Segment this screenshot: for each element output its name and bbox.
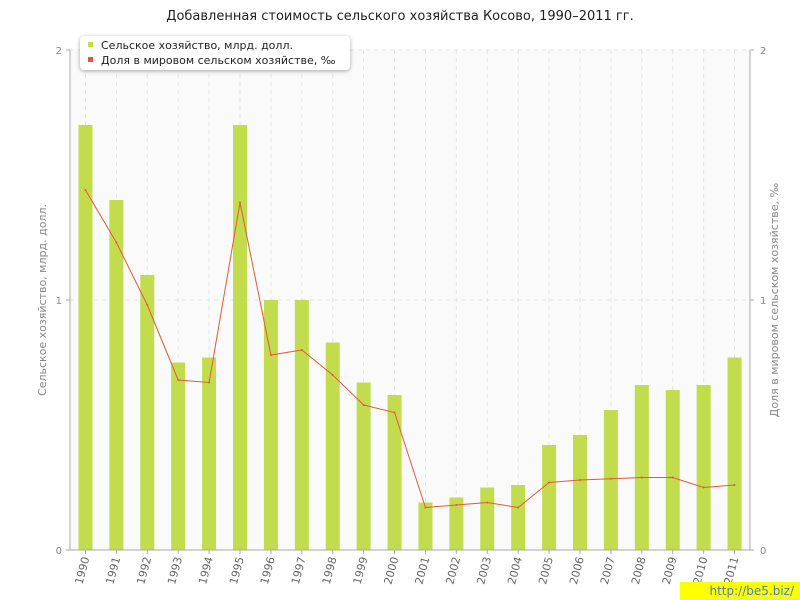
x-tick-label-1992: 1992 xyxy=(134,555,154,585)
line-series xyxy=(85,189,735,509)
bar-2005 xyxy=(542,445,557,550)
line-point-1999 xyxy=(362,404,365,406)
bar-1992 xyxy=(140,275,155,550)
y-tick-label-left: 0 xyxy=(56,546,62,557)
x-tick-label-1997: 1997 xyxy=(289,555,309,585)
legend-item-bars[interactable]: Сельское хозяйство, млрд. долл. xyxy=(88,39,293,53)
legend-item-line[interactable]: Доля в мировом сельском хозяйстве, ‰ xyxy=(88,54,335,68)
x-tick-label-2007: 2007 xyxy=(598,555,618,585)
bar-2006 xyxy=(573,435,587,550)
legend-swatch-line xyxy=(88,57,93,62)
bar-1991 xyxy=(109,200,124,550)
bar-1999 xyxy=(356,382,371,550)
x-tick-label-2005: 2005 xyxy=(536,555,556,585)
x-tick-label-1994: 1994 xyxy=(196,555,216,585)
x-tick-label-1999: 1999 xyxy=(351,555,371,585)
bar-layer xyxy=(78,125,742,550)
bar-2000 xyxy=(387,395,402,550)
x-tick-label-1998: 1998 xyxy=(320,555,340,585)
line-point-1998 xyxy=(331,374,334,376)
bar-1995 xyxy=(233,125,247,550)
bar-2001 xyxy=(418,502,433,550)
y-tick-label-right: 1 xyxy=(760,296,766,307)
x-tick-label-2004: 2004 xyxy=(505,555,525,585)
legend-swatch-bars xyxy=(88,42,93,47)
y-tick-label-right: 2 xyxy=(760,46,766,57)
y-tick-label-right: 0 xyxy=(760,546,766,557)
bar-2011 xyxy=(727,357,742,550)
x-tick-label-1995: 1995 xyxy=(227,555,247,585)
line-layer xyxy=(84,189,736,509)
bar-2008 xyxy=(634,385,649,550)
y-tick-label-left: 2 xyxy=(56,46,62,57)
line-point-2010 xyxy=(702,486,705,489)
line-point-1991 xyxy=(115,241,118,244)
y-axis-label-right: Доля в мировом сельском хозяйстве, ‰ xyxy=(768,183,781,418)
bar-2010 xyxy=(696,385,711,550)
y-tick-label-left: 1 xyxy=(56,296,62,307)
line-point-2006 xyxy=(579,479,581,481)
line-point-1995 xyxy=(239,201,241,204)
x-tick-label-1996: 1996 xyxy=(258,555,278,585)
line-point-2005 xyxy=(548,481,551,484)
line-point-1993 xyxy=(177,379,180,381)
bar-2009 xyxy=(665,390,680,550)
line-point-2001 xyxy=(424,506,427,509)
line-point-2004 xyxy=(517,506,520,509)
line-point-1996 xyxy=(269,354,272,356)
x-tick-label-2000: 2000 xyxy=(382,555,402,585)
x-tick-label-1993: 1993 xyxy=(165,555,185,585)
line-point-2008 xyxy=(640,476,643,479)
line-point-1994 xyxy=(208,381,211,384)
bar-1994 xyxy=(202,357,217,550)
line-point-1992 xyxy=(146,304,149,306)
line-point-2003 xyxy=(486,501,489,504)
line-point-2009 xyxy=(671,476,674,479)
bar-2007 xyxy=(603,410,618,550)
bar-1993 xyxy=(171,362,186,550)
legend: Сельское хозяйство, млрд. долл. Доля в м… xyxy=(80,36,350,70)
legend-label-line: Доля в мировом сельском хозяйстве, ‰ xyxy=(101,54,336,67)
line-point-2011 xyxy=(733,484,736,486)
bar-2004 xyxy=(511,485,526,550)
x-tick-label-1991: 1991 xyxy=(103,555,123,585)
bar-2003 xyxy=(480,487,495,550)
bar-2002 xyxy=(449,497,464,550)
x-tick-label-2002: 2002 xyxy=(443,555,463,585)
x-tick-label-2006: 2006 xyxy=(567,555,587,585)
watermark-link[interactable]: http://be5.biz/ xyxy=(680,582,800,600)
y-axis-label-left: Сельское хозяйство, млрд. долл. xyxy=(36,204,49,396)
x-tick-label-1990: 1990 xyxy=(73,555,93,585)
line-point-1990 xyxy=(84,189,87,191)
bar-1998 xyxy=(325,342,340,550)
line-point-2007 xyxy=(609,477,612,480)
legend-label-bars: Сельское хозяйство, млрд. долл. xyxy=(101,39,293,52)
x-tick-label-2009: 2009 xyxy=(660,555,680,585)
x-tick-label-2008: 2008 xyxy=(629,555,649,585)
line-point-1997 xyxy=(300,349,303,351)
x-tick-label-2003: 2003 xyxy=(474,555,494,585)
chart-title: Добавленная стоимость сельского хозяйств… xyxy=(166,9,634,24)
bar-1990 xyxy=(78,125,93,550)
x-tick-label-2001: 2001 xyxy=(413,555,433,585)
line-point-2000 xyxy=(393,411,396,414)
bar-1997 xyxy=(294,300,309,550)
line-point-2002 xyxy=(455,504,458,506)
bar-1996 xyxy=(263,300,278,550)
